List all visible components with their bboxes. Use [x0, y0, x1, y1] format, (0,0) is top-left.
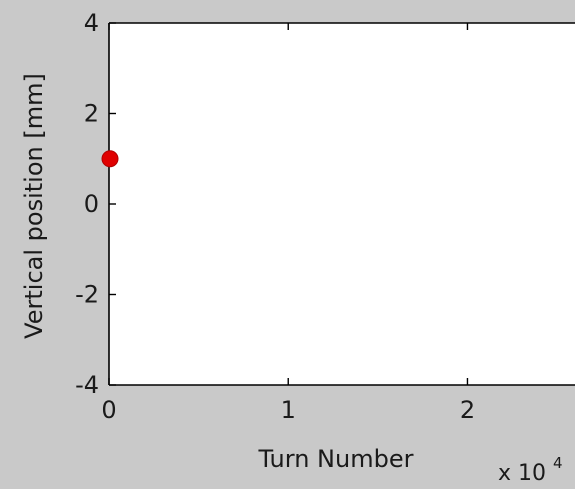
x-tick-labels: 0 1 2 — [101, 396, 475, 424]
x-axis-multiplier-exponent: 4 — [553, 454, 563, 472]
plot-area — [109, 23, 575, 385]
y-tick-label: -2 — [75, 281, 99, 309]
y-axis-label: Vertical position [mm] — [20, 73, 48, 339]
x-axis-label: Turn Number — [258, 445, 414, 473]
y-tick-label: 4 — [84, 9, 99, 37]
data-point-marker — [101, 150, 119, 168]
x-tick-label: 1 — [281, 396, 296, 424]
x-tick-label: 0 — [101, 396, 116, 424]
data-points — [101, 150, 119, 168]
x-axis-multiplier-base: x 10 — [498, 461, 546, 486]
y-tick-label: 0 — [84, 190, 99, 218]
y-tick-label: -4 — [75, 371, 99, 399]
x-axis-multiplier: x 10 4 — [498, 454, 563, 486]
x-tick-label: 2 — [460, 396, 475, 424]
y-tick-labels: -4 -2 0 2 4 — [75, 9, 99, 399]
y-tick-label: 2 — [84, 100, 99, 128]
axes-lines — [108, 22, 575, 386]
